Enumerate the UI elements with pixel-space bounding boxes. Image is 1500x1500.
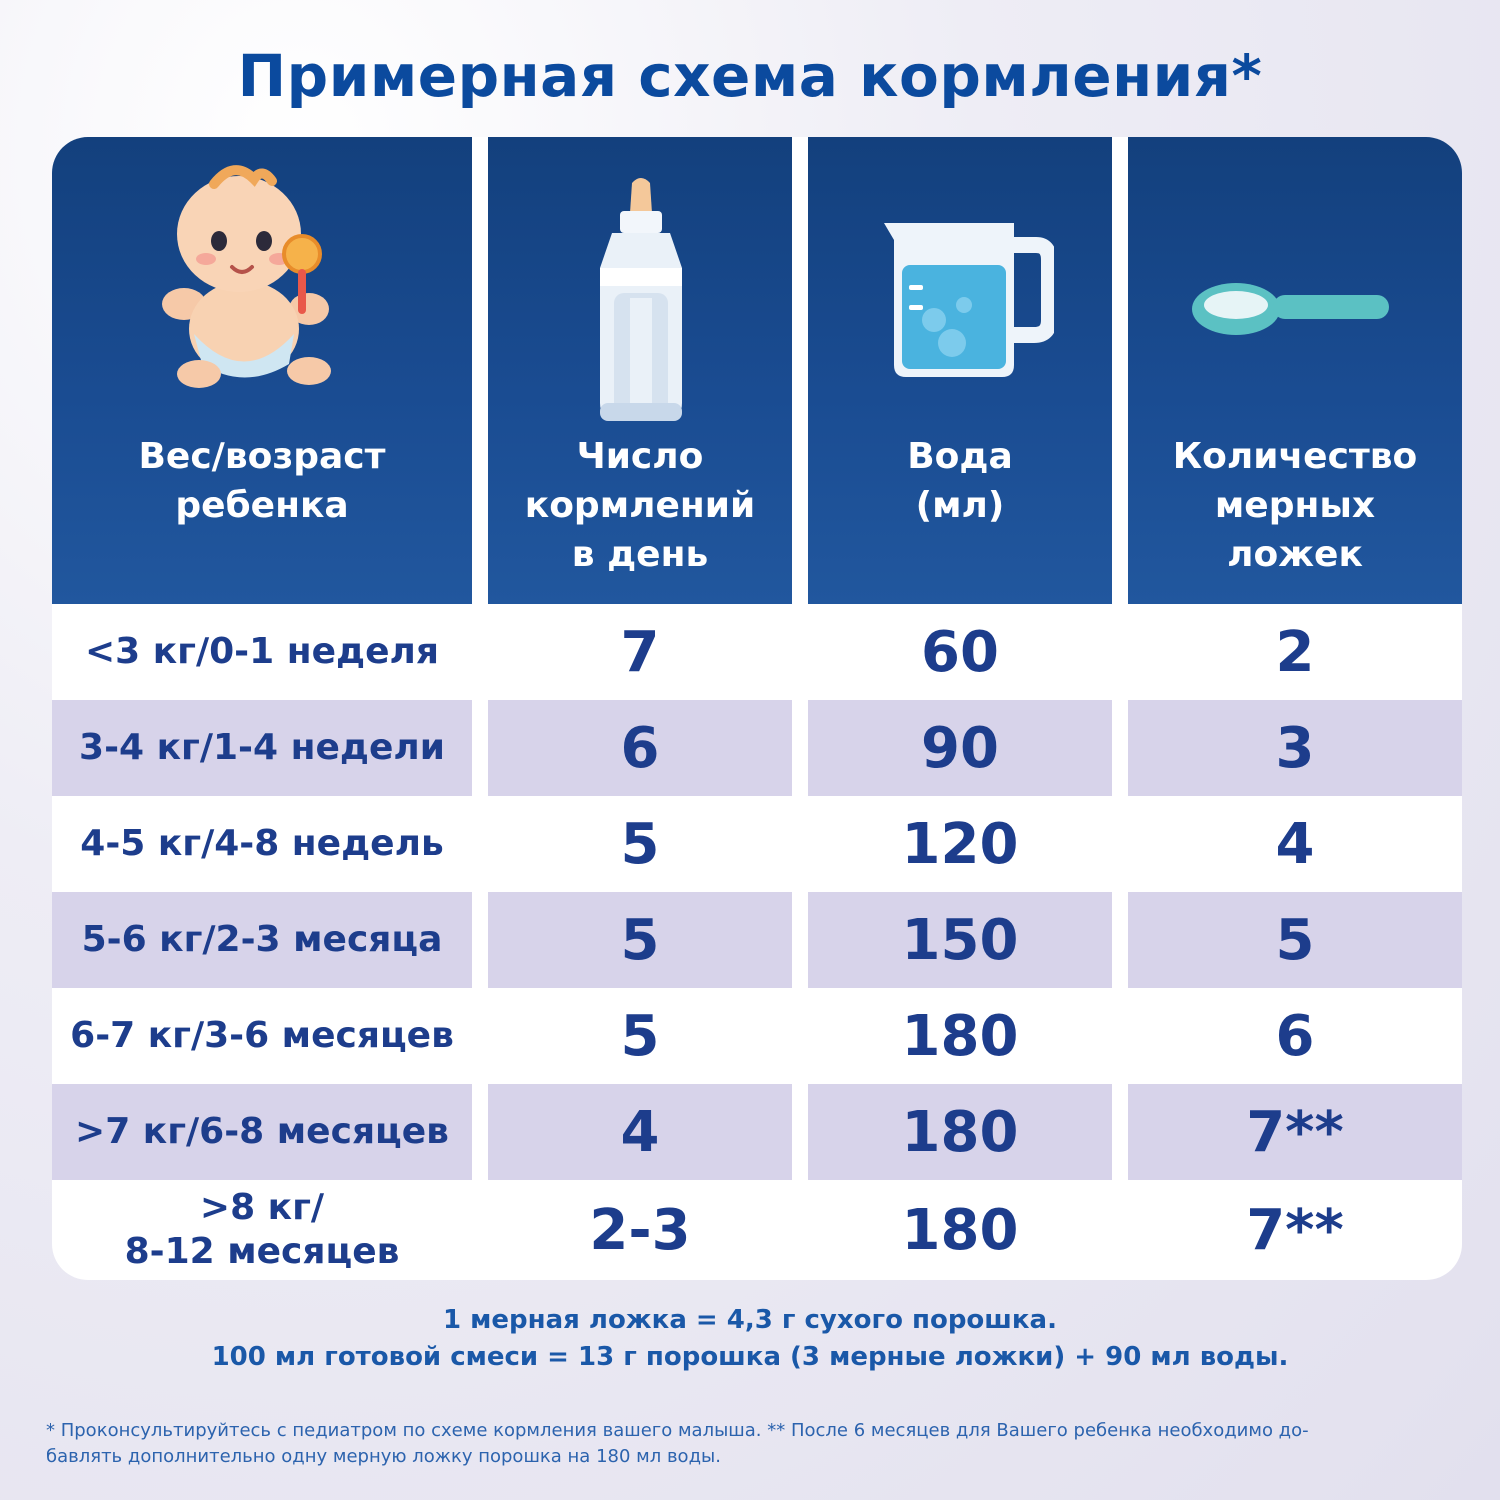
column-divider xyxy=(1112,137,1128,1280)
bottle-icon xyxy=(600,178,682,421)
header-label: Число кормлений в день xyxy=(524,436,756,575)
header-spoons: Количество мерных ложек xyxy=(1128,137,1462,604)
cell-age: 5-6 кг/2-3 месяца xyxy=(81,919,443,960)
cell-feedings: 2-3 xyxy=(589,1197,691,1263)
cell-water: 120 xyxy=(901,811,1019,877)
table-row: 5-6 кг/2-3 месяца 5 150 5 xyxy=(52,892,1462,988)
cell-age: <3 кг/0-1 неделя xyxy=(85,631,439,672)
column-divider xyxy=(792,137,808,1280)
cell-water: 90 xyxy=(921,715,999,781)
column-divider xyxy=(472,137,488,1280)
table-row: >8 кг/ 8-12 месяцев 2-3 180 7** xyxy=(52,1180,1462,1280)
cell-spoons: 3 xyxy=(1275,715,1315,781)
header-label: Количество мерных ложек xyxy=(1172,436,1418,575)
cell-age: 4-5 кг/4-8 недель xyxy=(80,823,444,864)
cell-water: 180 xyxy=(901,1099,1019,1165)
cell-feedings: 7 xyxy=(620,619,660,685)
spoon-icon xyxy=(1192,283,1389,335)
note-line: 100 мл готовой смеси = 13 г порошка (3 м… xyxy=(211,1342,1289,1372)
header-weight-age: Вес/возраст ребенка xyxy=(52,137,472,604)
footnote-line: * Проконсультируйтесь с педиатром по схе… xyxy=(46,1420,1309,1441)
cell-feedings: 5 xyxy=(620,1003,660,1069)
footnote-line: бавлять дополнительно одну мерную ложку … xyxy=(46,1446,721,1467)
cell-water: 180 xyxy=(901,1003,1019,1069)
dosage-notes: 1 мерная ложка = 4,3 г сухого порошка. 1… xyxy=(0,1302,1500,1376)
cell-spoons: 2 xyxy=(1275,619,1315,685)
feeding-table: Вес/возраст ребенка Число кормлений в де… xyxy=(52,137,1462,1280)
table-row: 3-4 кг/1-4 недели 6 90 3 xyxy=(52,700,1462,796)
header-water: Вода (мл) xyxy=(808,137,1112,604)
header-feedings: Число кормлений в день xyxy=(488,137,792,604)
header-label: Вода (мл) xyxy=(907,436,1013,526)
table-row: 4-5 кг/4-8 недель 5 120 4 xyxy=(52,796,1462,892)
cell-spoons: 7** xyxy=(1246,1099,1344,1165)
table-row: <3 кг/0-1 неделя 7 60 2 xyxy=(52,604,1462,700)
table-header: Вес/возраст ребенка Число кормлений в де… xyxy=(52,137,1462,604)
cell-water: 180 xyxy=(901,1197,1019,1263)
footnote: * Проконсультируйтесь с педиатром по схе… xyxy=(46,1418,1446,1470)
cell-age: 6-7 кг/3-6 месяцев xyxy=(70,1015,454,1056)
cell-age: 3-4 кг/1-4 недели xyxy=(79,727,445,768)
cell-age: >7 кг/6-8 месяцев xyxy=(75,1111,449,1152)
cell-feedings: 5 xyxy=(620,907,660,973)
baby-icon xyxy=(162,165,331,388)
cell-feedings: 4 xyxy=(620,1099,660,1165)
cell-spoons: 4 xyxy=(1275,811,1315,877)
cell-feedings: 5 xyxy=(620,811,660,877)
cell-spoons: 7** xyxy=(1246,1197,1344,1263)
cell-water: 150 xyxy=(901,907,1019,973)
cell-age: >8 кг/ 8-12 месяцев xyxy=(124,1187,400,1272)
cell-spoons: 6 xyxy=(1275,1003,1315,1069)
page-title: Примерная схема кормления* xyxy=(237,42,1263,110)
cell-feedings: 6 xyxy=(620,715,660,781)
measuring-jug-icon xyxy=(884,223,1054,377)
cell-spoons: 5 xyxy=(1275,907,1315,973)
table-row: 6-7 кг/3-6 месяцев 5 180 6 xyxy=(52,988,1462,1084)
table-row: >7 кг/6-8 месяцев 4 180 7** xyxy=(52,1084,1462,1180)
header-label: Вес/возраст ребенка xyxy=(138,436,386,526)
note-line: 1 мерная ложка = 4,3 г сухого порошка. xyxy=(443,1305,1057,1335)
cell-water: 60 xyxy=(921,619,999,685)
